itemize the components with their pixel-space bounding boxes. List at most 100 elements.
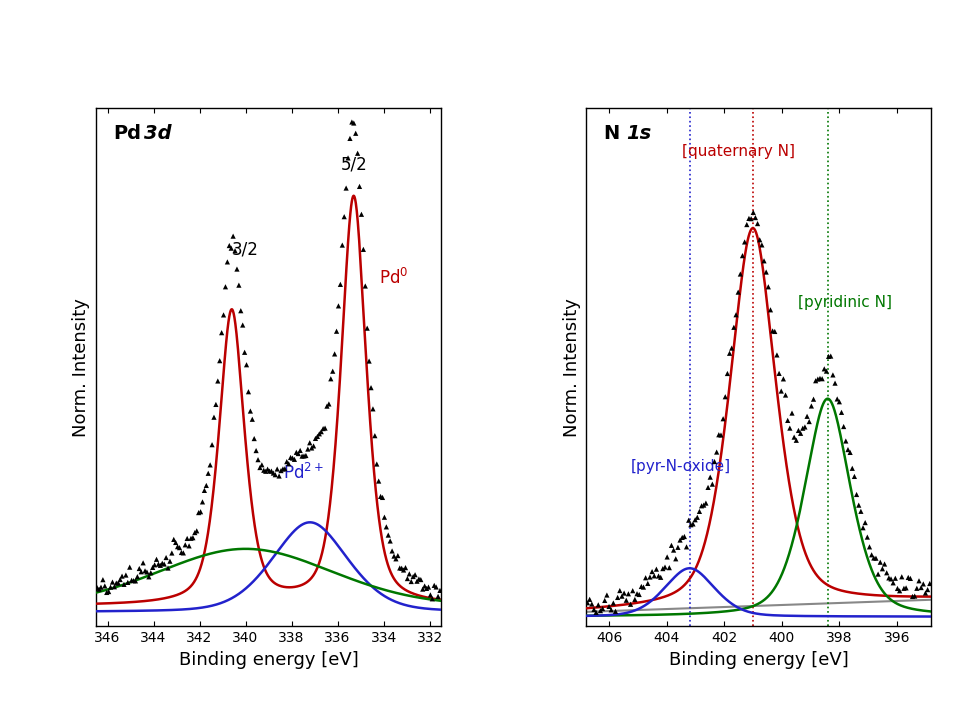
Point xyxy=(644,566,660,577)
Point xyxy=(897,582,912,594)
Point xyxy=(907,590,923,602)
Y-axis label: Norm. Intensity: Norm. Intensity xyxy=(72,298,90,436)
Point xyxy=(739,219,755,230)
Point xyxy=(189,525,204,536)
Point xyxy=(724,342,739,354)
Point xyxy=(621,588,636,600)
Point xyxy=(193,506,208,518)
Point xyxy=(95,574,110,585)
Point xyxy=(222,240,237,251)
Point xyxy=(909,582,924,594)
Point xyxy=(808,375,824,387)
Point xyxy=(612,585,628,596)
Point xyxy=(677,531,692,542)
Point xyxy=(191,507,206,518)
Point xyxy=(178,539,193,551)
Point xyxy=(126,575,141,586)
Point xyxy=(692,505,708,517)
Point xyxy=(302,437,318,449)
Point xyxy=(130,571,145,582)
Point xyxy=(883,573,899,585)
Point xyxy=(153,559,168,571)
Point xyxy=(341,152,356,163)
Point xyxy=(145,562,160,573)
Text: N: N xyxy=(603,124,619,143)
Point xyxy=(670,541,685,553)
Point xyxy=(316,423,331,434)
Point xyxy=(365,403,380,415)
Point xyxy=(348,127,364,139)
Point xyxy=(750,218,765,230)
Point xyxy=(584,598,599,610)
Point xyxy=(666,544,682,556)
Point xyxy=(212,355,228,366)
Point xyxy=(788,434,804,446)
Point xyxy=(327,348,343,360)
Point xyxy=(252,462,268,473)
Point xyxy=(339,182,354,194)
Point xyxy=(852,500,867,511)
Point xyxy=(720,368,735,379)
Point xyxy=(731,287,746,298)
Point xyxy=(204,439,220,451)
Point xyxy=(206,411,222,423)
Point xyxy=(829,393,845,405)
Point xyxy=(116,579,132,590)
Point xyxy=(717,391,732,402)
X-axis label: Binding energy [eV]: Binding energy [eV] xyxy=(179,651,358,669)
Point xyxy=(879,567,895,579)
Point xyxy=(655,563,670,575)
Point xyxy=(694,500,709,511)
Point xyxy=(420,581,436,593)
Point xyxy=(329,325,345,337)
Point xyxy=(160,562,176,574)
Point xyxy=(256,464,272,476)
Point xyxy=(758,266,774,278)
Point xyxy=(823,351,838,362)
Point xyxy=(231,279,247,291)
Point xyxy=(107,581,122,593)
Point xyxy=(601,600,616,612)
Point xyxy=(843,446,858,458)
Point xyxy=(197,485,212,496)
Point xyxy=(849,489,864,500)
Point xyxy=(703,472,718,483)
Point xyxy=(384,545,399,557)
Point xyxy=(810,373,826,384)
Point xyxy=(162,555,178,567)
Point xyxy=(760,281,776,292)
Point xyxy=(618,595,634,606)
Point xyxy=(324,373,339,384)
Point xyxy=(616,588,632,599)
Point xyxy=(701,482,716,493)
Point xyxy=(681,515,696,526)
Point xyxy=(322,398,337,410)
Point xyxy=(847,471,862,482)
Point xyxy=(791,425,806,436)
Point xyxy=(283,451,299,463)
Text: Pd$^{2+}$: Pd$^{2+}$ xyxy=(282,464,324,483)
Point xyxy=(297,450,312,462)
Point xyxy=(247,433,262,444)
Point xyxy=(135,557,151,569)
Point xyxy=(696,499,711,510)
Point xyxy=(802,416,817,428)
Point xyxy=(91,583,107,595)
Point xyxy=(415,583,430,595)
Point xyxy=(755,239,770,251)
Point xyxy=(746,207,761,218)
Point xyxy=(713,429,729,441)
Point xyxy=(137,565,153,577)
Point xyxy=(715,413,731,425)
Point xyxy=(707,456,722,467)
Point xyxy=(763,304,779,315)
Point xyxy=(776,373,791,384)
Point xyxy=(722,348,737,359)
Point xyxy=(894,571,909,582)
Point xyxy=(923,577,938,589)
Point xyxy=(331,300,347,312)
Point xyxy=(660,552,675,563)
Point xyxy=(166,534,181,545)
Point xyxy=(636,581,651,593)
Point xyxy=(128,575,143,587)
